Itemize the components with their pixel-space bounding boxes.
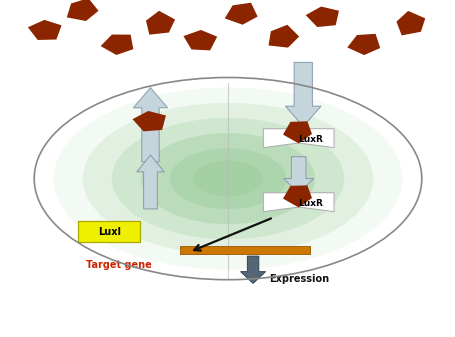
Polygon shape — [263, 193, 298, 212]
Ellipse shape — [34, 78, 421, 280]
Text: LuxR: LuxR — [297, 199, 322, 208]
Polygon shape — [240, 256, 265, 283]
Polygon shape — [28, 20, 61, 40]
Polygon shape — [298, 129, 333, 148]
Polygon shape — [283, 157, 313, 194]
Polygon shape — [101, 34, 133, 55]
Polygon shape — [298, 193, 333, 212]
Polygon shape — [66, 0, 98, 21]
Polygon shape — [305, 6, 338, 27]
Text: LuxI: LuxI — [98, 227, 121, 237]
Text: LuxR: LuxR — [297, 135, 322, 144]
Polygon shape — [224, 3, 257, 25]
Polygon shape — [263, 129, 298, 148]
Polygon shape — [285, 62, 320, 126]
Polygon shape — [133, 88, 167, 162]
Polygon shape — [146, 11, 175, 35]
Ellipse shape — [169, 148, 286, 209]
Ellipse shape — [82, 103, 373, 254]
Ellipse shape — [141, 133, 314, 224]
Polygon shape — [268, 25, 298, 48]
Polygon shape — [183, 30, 217, 51]
Ellipse shape — [53, 88, 401, 270]
FancyBboxPatch shape — [180, 246, 309, 254]
Polygon shape — [136, 155, 164, 209]
Polygon shape — [347, 34, 379, 55]
FancyBboxPatch shape — [78, 221, 140, 242]
Polygon shape — [283, 185, 311, 208]
Polygon shape — [395, 11, 425, 35]
Polygon shape — [283, 121, 311, 144]
Polygon shape — [132, 111, 166, 131]
Ellipse shape — [111, 118, 344, 239]
Ellipse shape — [193, 160, 263, 197]
Text: Expression: Expression — [268, 274, 329, 284]
Text: Target gene: Target gene — [86, 259, 151, 270]
